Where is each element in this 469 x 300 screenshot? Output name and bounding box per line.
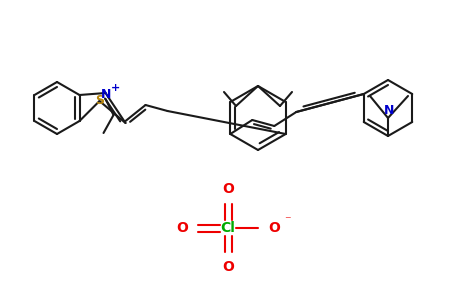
Text: ⁻: ⁻ <box>284 214 290 227</box>
Text: O: O <box>222 182 234 196</box>
Text: N: N <box>384 104 394 118</box>
Text: O: O <box>268 221 280 235</box>
Text: S: S <box>95 94 104 106</box>
Text: N: N <box>101 88 112 100</box>
Text: +: + <box>111 83 120 93</box>
Text: O: O <box>222 260 234 274</box>
Text: O: O <box>176 221 188 235</box>
Text: Cl: Cl <box>220 221 235 235</box>
